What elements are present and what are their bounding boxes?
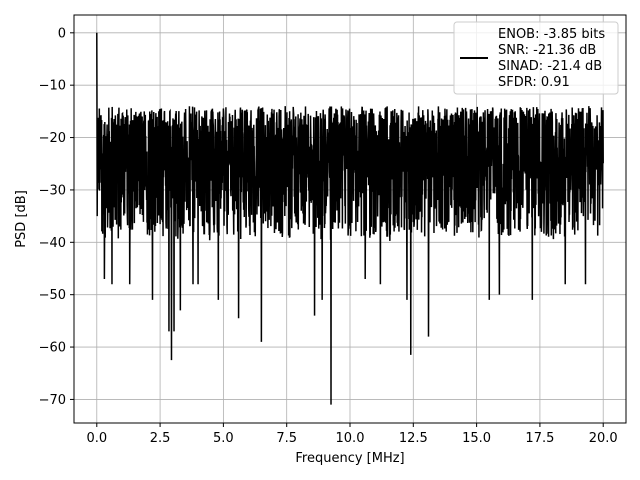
legend: ENOB: -3.85 bits SNR: -21.36 dB SINAD: -… <box>453 21 619 95</box>
y-tick-label: −70 <box>39 393 66 408</box>
y-tick-label: 0 <box>58 26 66 41</box>
series-layer <box>96 32 604 405</box>
y-tick-label: −60 <box>39 341 66 356</box>
series-line-psd <box>96 32 604 405</box>
legend-entry-sfdr: SFDR: 0.91 <box>498 75 570 90</box>
x-axis-label: Frequency [MHz] <box>295 451 404 466</box>
x-tick-label: 20.0 <box>589 431 618 446</box>
y-axis: 0 −10 −20 −30 −40 −50 −60 −70 <box>39 26 74 408</box>
y-tick-label: −40 <box>39 236 66 251</box>
y-tick-label: −50 <box>39 288 66 303</box>
x-tick-label: 10.0 <box>336 431 365 446</box>
x-axis: 0.0 2.5 5.0 7.5 10.0 12.5 15.0 17.5 20.0 <box>86 423 618 446</box>
y-axis-label: PSD [dB] <box>14 190 29 248</box>
legend-box <box>453 21 619 95</box>
x-tick-label: 7.5 <box>276 431 297 446</box>
x-tick-label: 17.5 <box>525 431 554 446</box>
legend-entry-sinad: SINAD: -21.4 dB <box>498 59 602 74</box>
x-tick-label: 2.5 <box>150 431 171 446</box>
x-tick-label: 15.0 <box>462 431 491 446</box>
x-tick-label: 0.0 <box>86 431 107 446</box>
y-tick-label: −20 <box>39 131 66 146</box>
legend-entry-enob: ENOB: -3.85 bits <box>498 27 605 42</box>
legend-entry-snr: SNR: -21.36 dB <box>498 43 596 58</box>
y-tick-label: −30 <box>39 183 66 198</box>
x-tick-label: 5.0 <box>213 431 234 446</box>
x-tick-label: 12.5 <box>399 431 428 446</box>
y-tick-label: −10 <box>39 79 66 94</box>
